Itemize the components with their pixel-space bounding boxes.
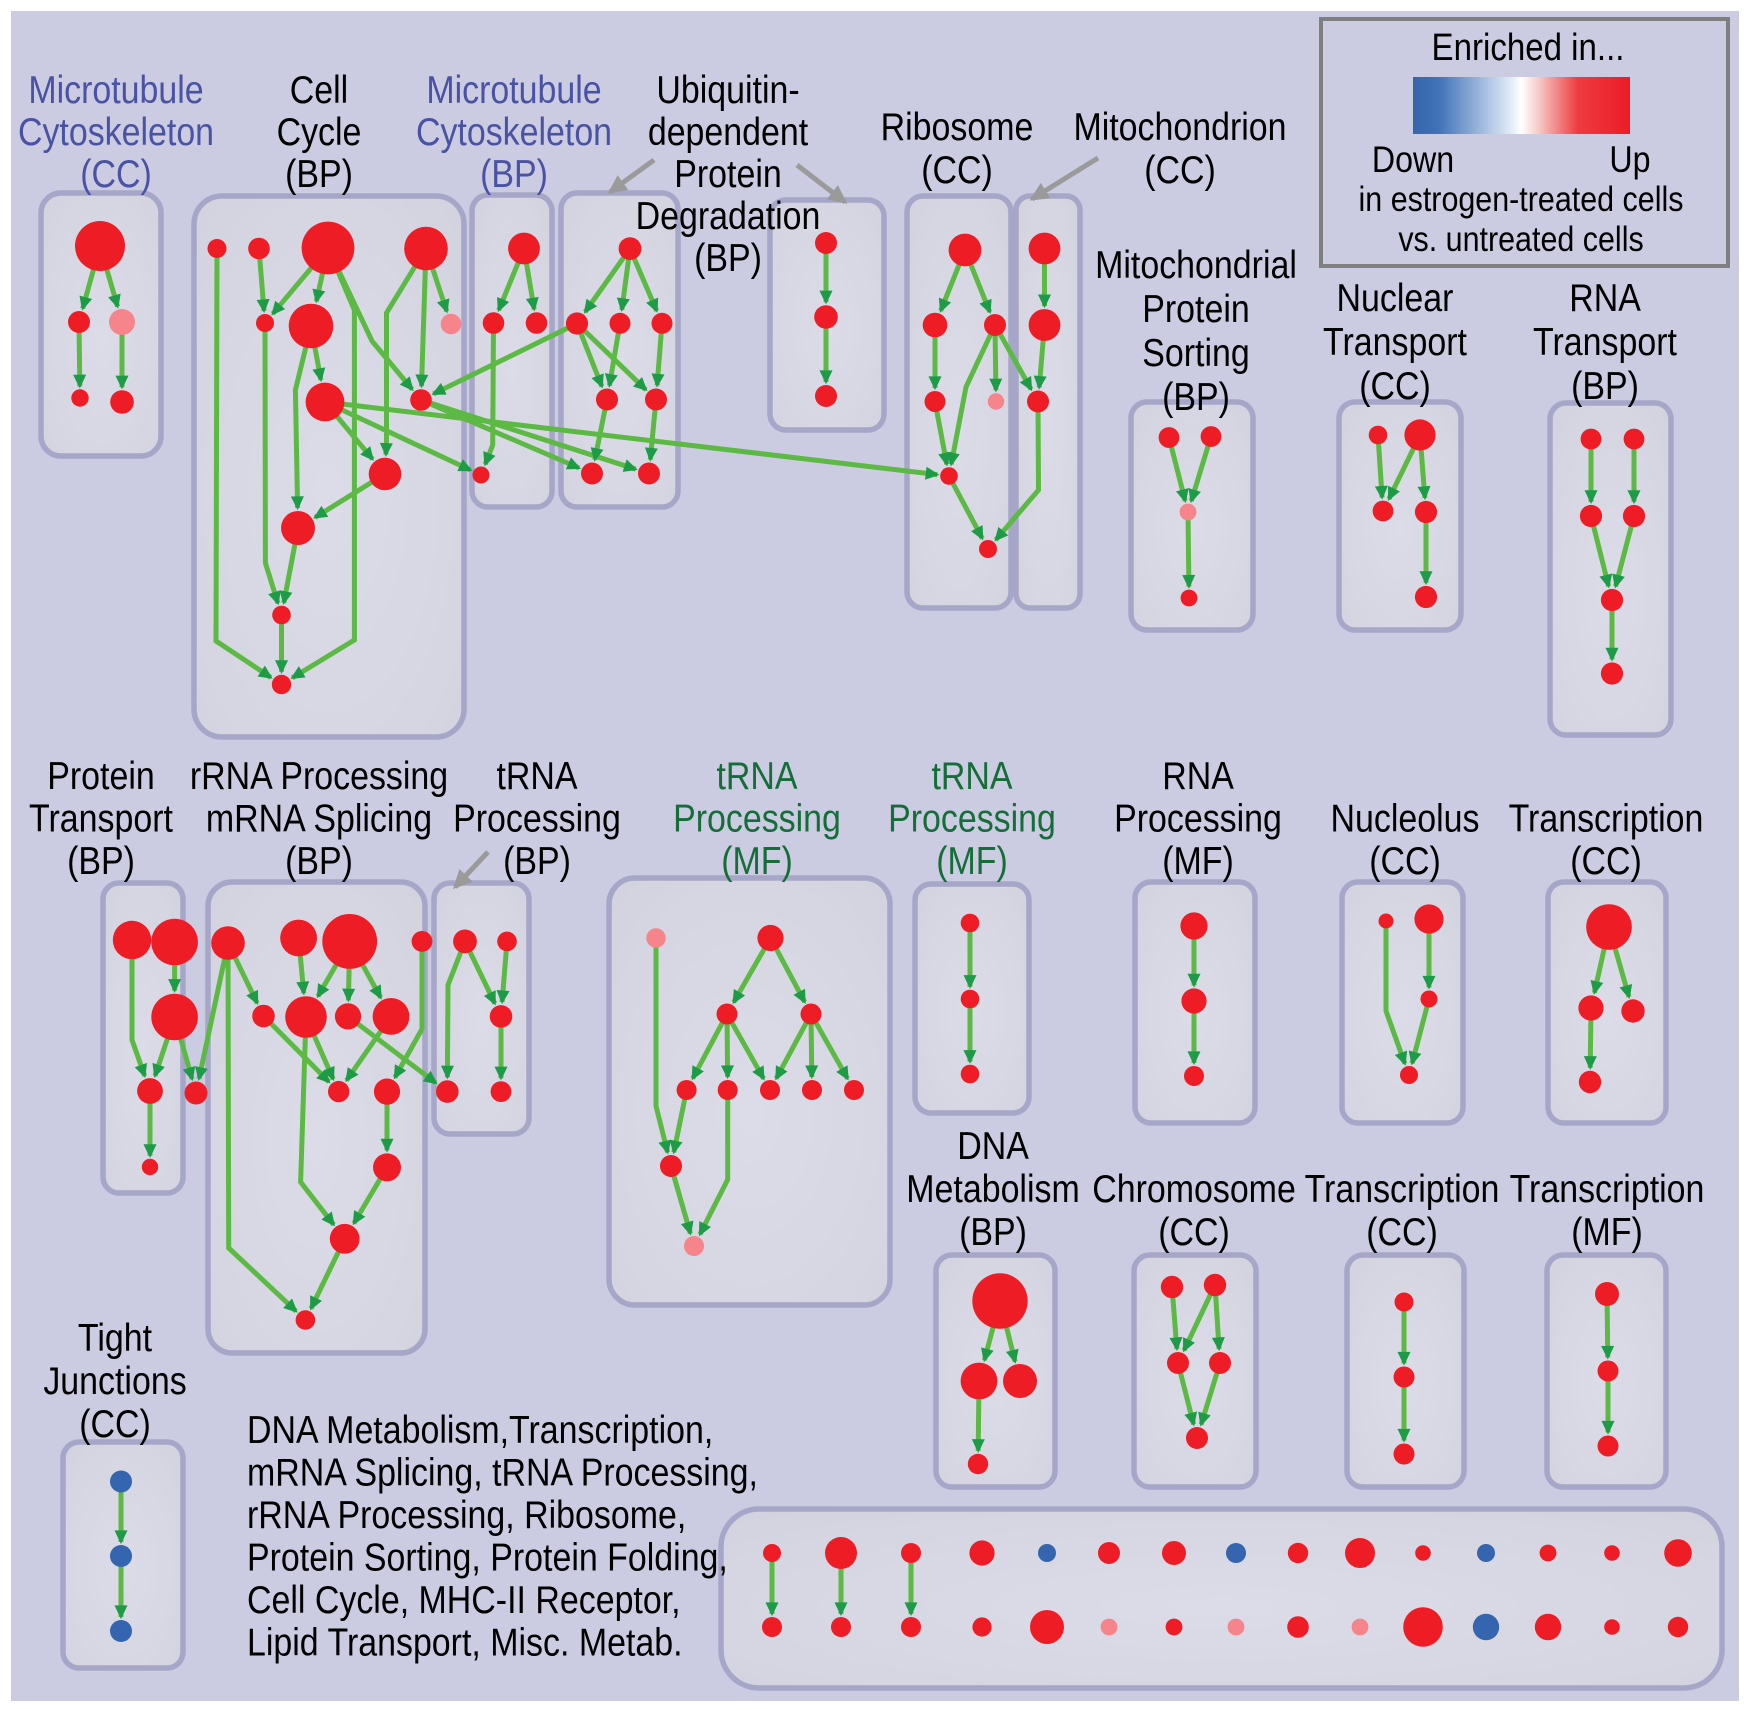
- svg-text:(BP): (BP): [285, 152, 353, 196]
- svg-text:Metabolism: Metabolism: [906, 1167, 1079, 1211]
- svg-text:(CC): (CC): [80, 152, 152, 196]
- svg-text:(CC): (CC): [1158, 1210, 1230, 1254]
- svg-text:(MF): (MF): [936, 839, 1008, 883]
- svg-text:Protein: Protein: [1142, 287, 1250, 331]
- svg-text:(MF): (MF): [721, 839, 793, 883]
- svg-text:(BP): (BP): [503, 839, 571, 883]
- svg-text:tRNA: tRNA: [931, 754, 1013, 798]
- svg-text:(BP): (BP): [285, 839, 353, 883]
- svg-text:Transcription: Transcription: [1305, 1167, 1500, 1211]
- svg-text:Junctions: Junctions: [43, 1359, 186, 1403]
- svg-text:Processing: Processing: [1114, 796, 1282, 840]
- svg-text:Cytoskeleton: Cytoskeleton: [18, 110, 214, 154]
- svg-text:(CC): (CC): [1369, 839, 1441, 883]
- svg-text:Cell Cycle, MHC-II Receptor,: Cell Cycle, MHC-II Receptor,: [247, 1578, 681, 1622]
- svg-text:Tight: Tight: [78, 1316, 152, 1360]
- svg-text:tRNA: tRNA: [496, 754, 578, 798]
- svg-text:Transport: Transport: [29, 796, 173, 840]
- svg-text:(MF): (MF): [1162, 839, 1234, 883]
- svg-text:RNA: RNA: [1569, 276, 1641, 320]
- svg-text:Chromosome: Chromosome: [1092, 1167, 1296, 1211]
- svg-text:(CC): (CC): [1144, 148, 1216, 192]
- svg-text:Lipid Transport, Misc. Metab.: Lipid Transport, Misc. Metab.: [247, 1620, 683, 1664]
- svg-text:(BP): (BP): [1571, 364, 1639, 408]
- svg-text:DNA Metabolism,Transcription,: DNA Metabolism,Transcription,: [247, 1408, 713, 1452]
- svg-text:mRNA Splicing, tRNA Processing: mRNA Splicing, tRNA Processing,: [247, 1450, 758, 1494]
- svg-text:Cell: Cell: [290, 68, 348, 112]
- svg-text:dependent: dependent: [648, 110, 808, 154]
- svg-text:Processing: Processing: [888, 796, 1056, 840]
- svg-text:Ubiquitin-: Ubiquitin-: [656, 68, 799, 112]
- svg-text:Protein: Protein: [674, 152, 782, 196]
- svg-text:in estrogen-treated cells: in estrogen-treated cells: [1359, 179, 1684, 218]
- svg-text:Ribosome: Ribosome: [881, 105, 1034, 149]
- svg-text:Cytoskeleton: Cytoskeleton: [416, 110, 612, 154]
- svg-text:Transport: Transport: [1323, 320, 1467, 364]
- svg-text:Processing: Processing: [453, 796, 621, 840]
- svg-text:mRNA Splicing: mRNA Splicing: [206, 796, 432, 840]
- svg-text:rRNA Processing, Ribosome,: rRNA Processing, Ribosome,: [247, 1493, 686, 1537]
- svg-text:(BP): (BP): [1162, 375, 1230, 419]
- svg-text:(CC): (CC): [1359, 364, 1431, 408]
- svg-text:Up: Up: [1609, 140, 1650, 181]
- svg-text:RNA: RNA: [1162, 754, 1234, 798]
- svg-text:Nuclear: Nuclear: [1337, 276, 1454, 320]
- svg-text:Nucleolus: Nucleolus: [1331, 796, 1480, 840]
- svg-text:(BP): (BP): [67, 839, 135, 883]
- svg-text:(BP): (BP): [480, 152, 548, 196]
- svg-text:Processing: Processing: [673, 796, 841, 840]
- svg-text:(CC): (CC): [921, 148, 993, 192]
- svg-text:(BP): (BP): [959, 1210, 1027, 1254]
- svg-text:Microtubule: Microtubule: [426, 68, 601, 112]
- svg-text:Cycle: Cycle: [277, 110, 362, 154]
- svg-text:(MF): (MF): [1571, 1210, 1643, 1254]
- svg-text:(CC): (CC): [1366, 1210, 1438, 1254]
- svg-text:Mitochondrion: Mitochondrion: [1073, 105, 1286, 149]
- svg-text:rRNA Processing: rRNA Processing: [190, 754, 448, 798]
- svg-text:Sorting: Sorting: [1142, 331, 1250, 375]
- svg-text:vs. untreated cells: vs. untreated cells: [1398, 219, 1643, 258]
- svg-text:(CC): (CC): [79, 1402, 151, 1446]
- svg-text:tRNA: tRNA: [716, 754, 798, 798]
- svg-text:Transport: Transport: [1533, 320, 1677, 364]
- svg-text:Transcription: Transcription: [1509, 796, 1704, 840]
- svg-text:Protein Sorting, Protein Foldi: Protein Sorting, Protein Folding,: [247, 1535, 728, 1579]
- svg-text:Down: Down: [1372, 140, 1454, 181]
- svg-text:(BP): (BP): [694, 236, 762, 280]
- svg-text:DNA: DNA: [957, 1124, 1029, 1168]
- svg-text:Degradation: Degradation: [636, 194, 821, 238]
- svg-text:Mitochondrial: Mitochondrial: [1095, 243, 1297, 287]
- svg-text:(CC): (CC): [1570, 839, 1642, 883]
- svg-text:Protein: Protein: [47, 754, 155, 798]
- svg-text:Enriched in...: Enriched in...: [1432, 26, 1625, 69]
- svg-text:Microtubule: Microtubule: [28, 68, 203, 112]
- svg-text:Transcription: Transcription: [1510, 1167, 1705, 1211]
